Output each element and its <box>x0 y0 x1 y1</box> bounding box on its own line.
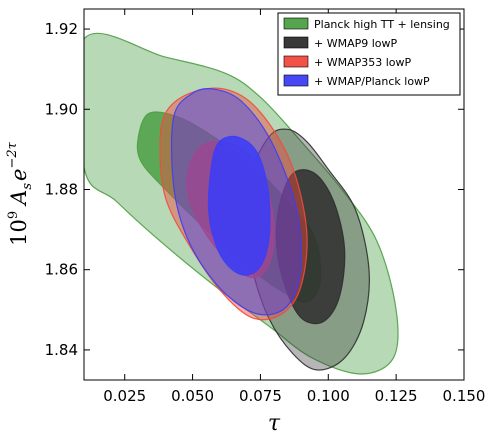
contour-series-4-inner <box>207 135 271 276</box>
x-axis-label: τ <box>268 411 281 436</box>
x-tick-label: 0.025 <box>103 387 146 405</box>
legend-label: Planck high TT + lensing <box>314 18 450 31</box>
legend-box <box>277 12 461 96</box>
x-tick-label: 0.100 <box>307 387 350 405</box>
plot-frame <box>83 8 465 381</box>
contour-layer <box>84 32 399 375</box>
x-axis: 0.025 0.050 0.075 0.100 0.125 0.150 <box>103 9 485 405</box>
legend-label: + WMAP353 lowP <box>314 56 412 69</box>
legend-swatch <box>283 74 309 87</box>
y-axis: 1.84 1.86 1.88 1.90 1.92 <box>45 20 464 359</box>
contour-series-2-inner <box>275 169 346 325</box>
y-tick-label: 1.88 <box>45 180 78 198</box>
svg-text:109Ase−2τ: 109Ase−2τ <box>5 141 35 245</box>
y-tick-label: 1.84 <box>45 341 78 359</box>
x-tick-label: 0.075 <box>239 387 282 405</box>
y-axis-label: 109Ase−2τ <box>5 141 35 245</box>
y-tick-label: 1.86 <box>45 261 78 279</box>
x-tick-label: 0.150 <box>443 387 486 405</box>
x-tick-label: 0.050 <box>171 387 214 405</box>
legend-items: Planck high TT + lensing + WMAP9 lowP + WM… <box>283 17 450 88</box>
legend-label: + WMAP9 lowP <box>314 37 398 50</box>
x-tick-label: 0.125 <box>375 387 418 405</box>
legend-swatch <box>283 55 309 68</box>
y-tick-label: 1.92 <box>45 20 78 38</box>
legend-label: + WMAP/Planck lowP <box>314 75 430 88</box>
legend: Planck high TT + lensing + WMAP9 lowP + WM… <box>277 12 461 96</box>
legend-swatch <box>283 36 309 49</box>
y-tick-label: 1.90 <box>45 100 78 118</box>
legend-swatch <box>283 17 309 30</box>
